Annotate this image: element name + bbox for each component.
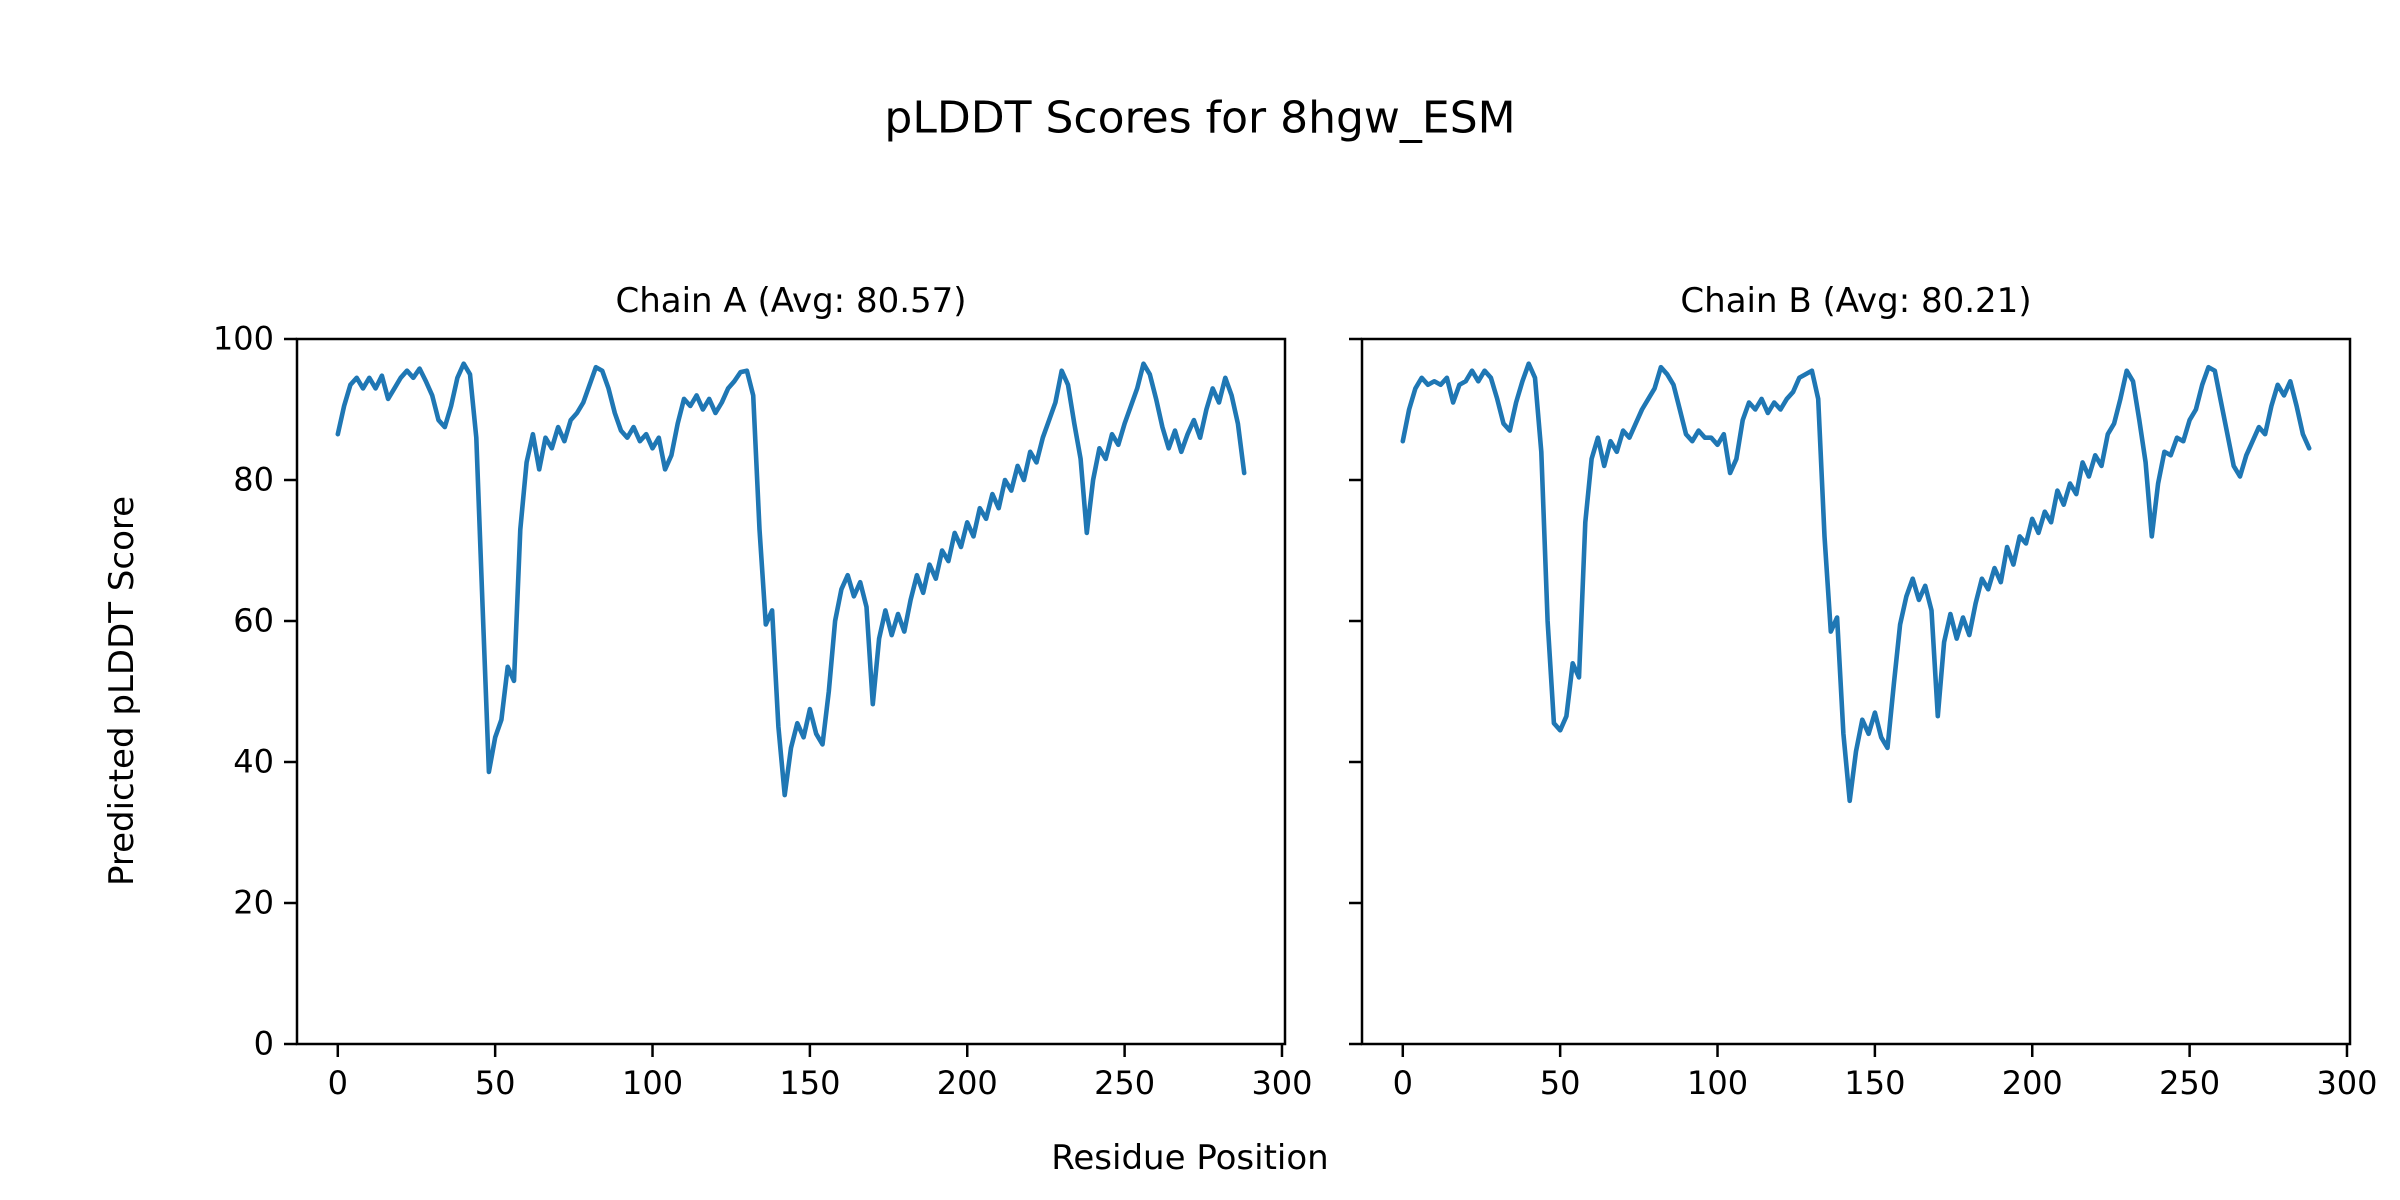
x-tick-label: 250: [1094, 1064, 1155, 1102]
x-tick-label: 200: [937, 1064, 998, 1102]
x-axis-ticks: 0 50 100 150 200 250 300: [1393, 1044, 2378, 1102]
x-tick-label: 300: [1251, 1064, 1312, 1102]
x-tick-label: 100: [1687, 1064, 1748, 1102]
y-tick-label: 40: [233, 743, 274, 781]
y-axis-ticks: [1349, 337, 1362, 1046]
x-tick-label: 0: [1393, 1064, 1413, 1102]
chain-a-title: Chain A (Avg: 80.57): [615, 281, 967, 321]
plot-border: [295, 337, 1287, 1046]
x-tick-label: 150: [1844, 1064, 1905, 1102]
y-axis-label: Predicted pLDDT Score: [102, 495, 142, 887]
x-axis-ticks: 0 50 100 150 200 250 300: [328, 1044, 1313, 1102]
x-tick-label: 50: [1540, 1064, 1581, 1102]
plddt-line: [335, 361, 1247, 798]
figure-title: pLDDT Scores for 8hgw_ESM: [884, 92, 1516, 144]
y-tick-label: 80: [233, 461, 274, 499]
x-tick-label: 200: [2002, 1064, 2063, 1102]
chain-a-subplot: 0 50 100 150 200 250 300 0 20 40 60 80 100: [213, 320, 1313, 1102]
x-tick-label: 250: [2159, 1064, 2220, 1102]
x-tick-label: 300: [2316, 1064, 2377, 1102]
x-tick-label: 100: [622, 1064, 683, 1102]
x-tick-label: 150: [779, 1064, 840, 1102]
plot-border: [1360, 337, 2352, 1046]
chain-b-subplot: 0 50 100 150 200 250 300: [1349, 337, 2378, 1102]
x-tick-label: 50: [475, 1064, 516, 1102]
y-tick-label: 0: [254, 1025, 274, 1063]
y-tick-label: 60: [233, 602, 274, 640]
x-tick-label: 0: [328, 1064, 348, 1102]
y-tick-label: 20: [233, 884, 274, 922]
y-tick-label: 100: [213, 320, 274, 358]
chain-b-title: Chain B (Avg: 80.21): [1680, 281, 2032, 321]
y-axis-ticks: 0 20 40 60 80 100: [213, 320, 297, 1063]
x-axis-label: Residue Position: [1051, 1138, 1329, 1178]
plddt-line: [1400, 361, 2312, 804]
